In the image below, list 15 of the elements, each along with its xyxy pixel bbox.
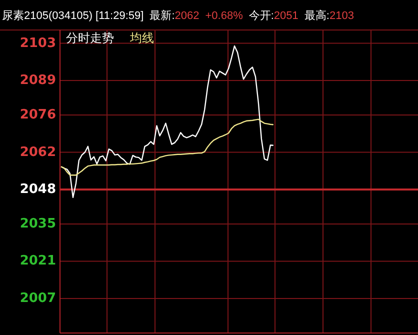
text: 今开:2051 (248, 10, 298, 22)
y-tick-label: 2062 (20, 144, 56, 160)
chart-title: 尿素2105(034105) [11:29:59] (2, 9, 144, 22)
text: 均线 (129, 31, 154, 45)
text: 分时走势 (66, 31, 114, 45)
text: 最高:2103 (304, 9, 354, 22)
y-tick-label: 2021 (20, 254, 56, 269)
y-tick-label: 2048 (20, 182, 56, 197)
y-tick-label: 2103 (20, 36, 56, 51)
y-tick-label: 2076 (20, 108, 56, 123)
y-tick-label: 2007 (20, 290, 56, 306)
text: +0.68% (205, 10, 244, 22)
y-tick-label: 2089 (20, 73, 56, 88)
text: 最新:2062 (150, 9, 200, 22)
y-tick-label: 2035 (20, 216, 56, 232)
